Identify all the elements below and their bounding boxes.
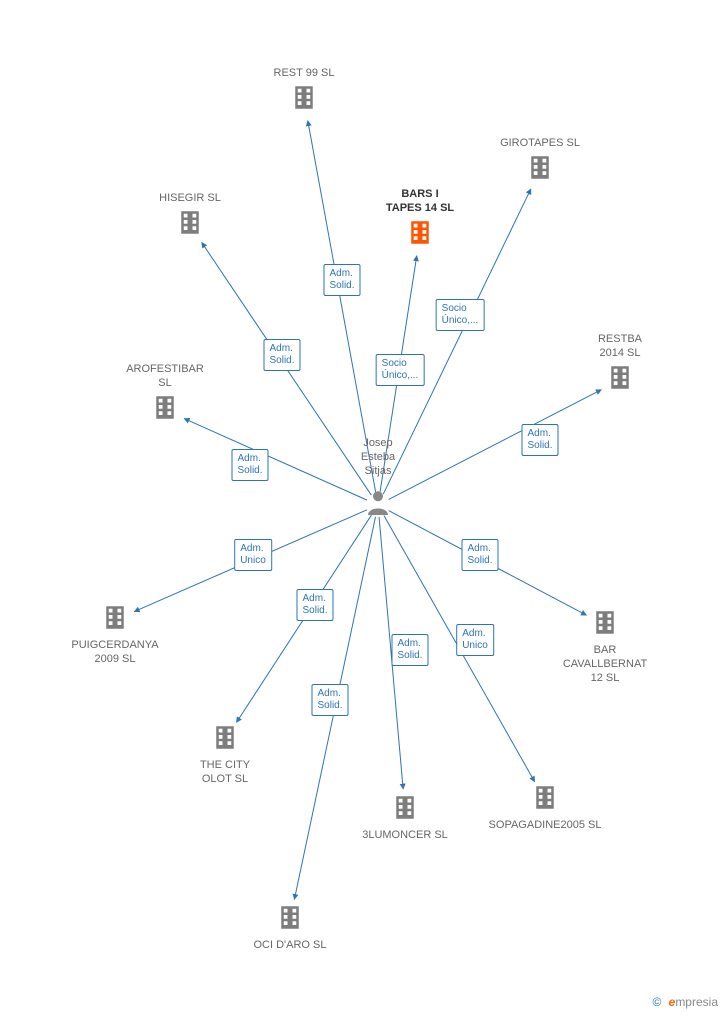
footer-credit: © empresia: [652, 995, 718, 1009]
company-label-arofestibar: AROFESTIBAR SL: [126, 363, 204, 391]
edge-label-restba: Adm. Solid.: [521, 424, 558, 456]
company-label-thecity: THE CITY OLOT SL: [200, 759, 250, 787]
edge-label-puigcerdanya: Adm. Unico: [234, 539, 272, 571]
company-label-puigcerdanya: PUIGCERDANYA 2009 SL: [71, 639, 158, 667]
company-label-lumoncer: 3LUMONCER SL: [362, 829, 448, 843]
company-node-hisegir[interactable]: [175, 208, 205, 243]
edge-label-barcavall: Adm. Solid.: [461, 539, 498, 571]
edge-label-arofestibar: Adm. Solid.: [231, 449, 268, 481]
center-person-label: Josep Esteba Sitjas: [361, 437, 395, 478]
company-label-barcavall: BAR CAVALLBERNAT 12 SL: [563, 644, 647, 685]
edge-label-hisegir: Adm. Solid.: [263, 339, 300, 371]
company-node-girotapes[interactable]: [525, 153, 555, 188]
company-node-sopagadine[interactable]: [530, 783, 560, 818]
company-label-hisegir: HISEGIR SL: [159, 192, 221, 206]
center-person-icon[interactable]: [363, 488, 393, 523]
company-label-rest99: REST 99 SL: [274, 67, 335, 81]
company-label-sopagadine: SOPAGADINE2005 SL: [489, 819, 602, 833]
edge-label-sopagadine: Adm. Unico: [456, 624, 494, 656]
company-label-restba: RESTBA 2014 SL: [598, 333, 642, 361]
edge-line: [184, 419, 367, 501]
company-node-rest99[interactable]: [289, 83, 319, 118]
edge-label-lumoncer: Adm. Solid.: [391, 634, 428, 666]
edge-line: [389, 390, 602, 500]
brand-rest: mpresia: [675, 995, 718, 1009]
company-node-arofestibar[interactable]: [150, 393, 180, 428]
copyright-symbol: ©: [652, 995, 661, 1009]
company-node-ocidaro[interactable]: [275, 903, 305, 938]
company-label-ocidaro: OCI D'ARO SL: [253, 939, 326, 953]
edge-label-rest99: Adm. Solid.: [323, 264, 360, 296]
company-node-puigcerdanya[interactable]: [100, 603, 130, 638]
edge-label-girotapes: Socio Único,...: [436, 299, 485, 331]
edge-label-thecity: Adm. Solid.: [296, 589, 333, 621]
company-label-girotapes: GIROTAPES SL: [500, 137, 580, 151]
company-node-barsi[interactable]: [405, 218, 435, 253]
company-label-barsi: BARS I TAPES 14 SL: [386, 188, 454, 216]
company-node-restba[interactable]: [605, 363, 635, 398]
company-node-thecity[interactable]: [210, 723, 240, 758]
edge-label-barsi: Socio Único,...: [376, 354, 425, 386]
company-node-lumoncer[interactable]: [390, 793, 420, 828]
edge-label-ocidaro: Adm. Solid.: [311, 684, 348, 716]
company-node-barcavall[interactable]: [590, 608, 620, 643]
